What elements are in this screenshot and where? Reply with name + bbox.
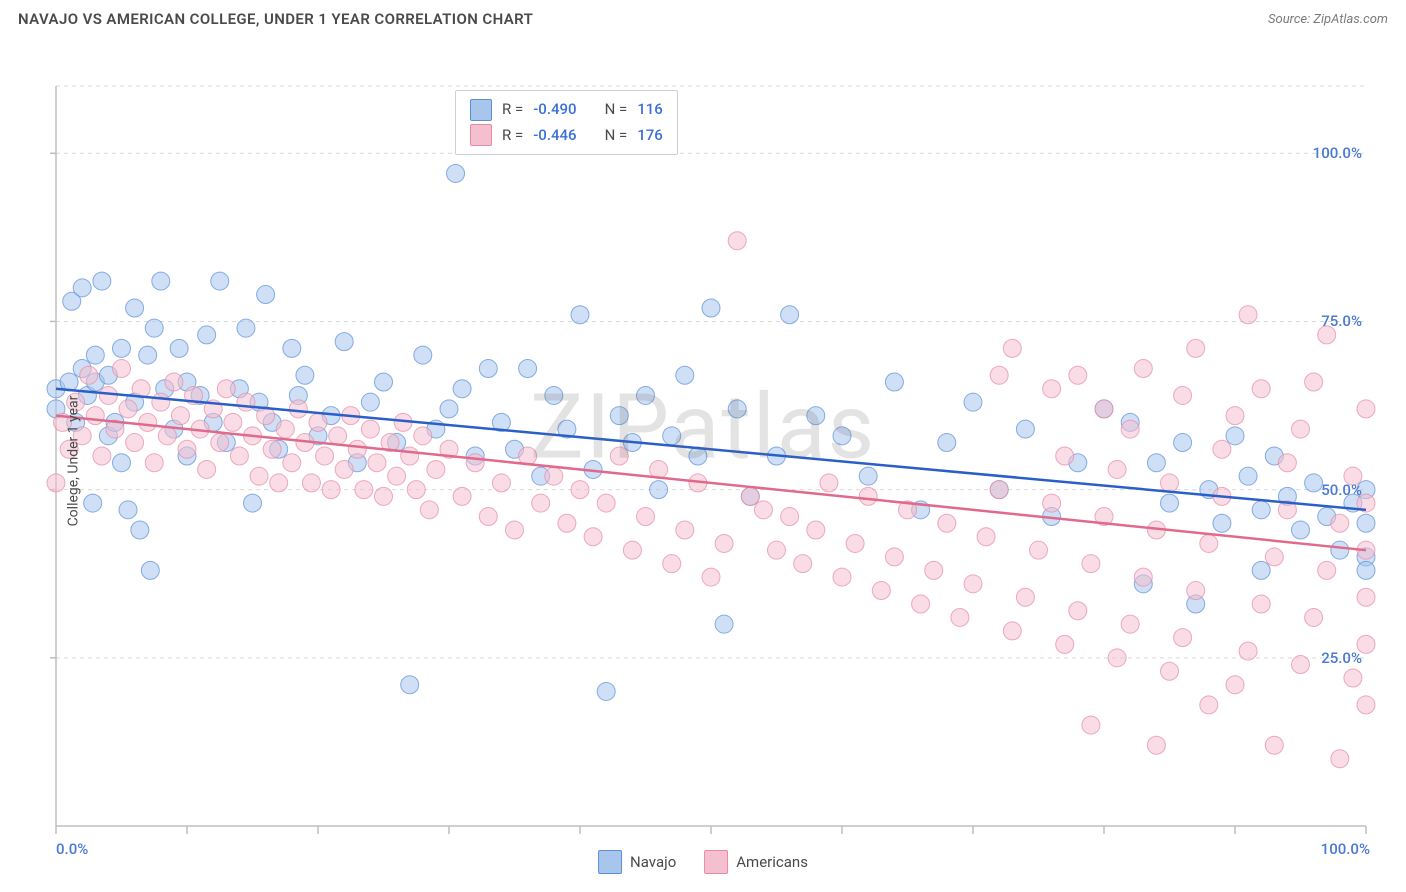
y-tick-label: 100.0% bbox=[1306, 144, 1362, 162]
legend-swatch bbox=[704, 850, 728, 874]
stats-row: R = -0.446 N = 176 bbox=[470, 123, 663, 149]
n-label: N = bbox=[605, 97, 628, 123]
y-tick-label: 50.0% bbox=[1306, 481, 1362, 499]
legend-label: Americans bbox=[736, 853, 808, 871]
r-label: R = bbox=[502, 123, 523, 149]
source-label: Source: ZipAtlas.com bbox=[1268, 12, 1388, 27]
r-value: -0.490 bbox=[533, 97, 576, 123]
n-label: N = bbox=[605, 123, 628, 149]
y-tick-label: 75.0% bbox=[1306, 312, 1362, 330]
legend-swatch bbox=[598, 850, 622, 874]
chart-area: ZIPatlas College, Under 1 year R =-0.490… bbox=[0, 36, 1406, 886]
stats-row: R = -0.490 N = 116 bbox=[470, 97, 663, 123]
scatter-chart bbox=[0, 36, 1406, 856]
r-label: R = bbox=[502, 97, 523, 123]
series-swatch bbox=[470, 124, 492, 146]
x-tick-label: 0.0% bbox=[56, 840, 88, 858]
legend-item: Navajo bbox=[598, 850, 676, 874]
x-tick-label: 100.0% bbox=[1316, 840, 1370, 858]
y-axis-label: College, Under 1 year bbox=[65, 396, 81, 527]
chart-title: NAVAJO VS AMERICAN COLLEGE, UNDER 1 YEAR… bbox=[18, 10, 533, 28]
y-tick-label: 25.0% bbox=[1306, 649, 1362, 667]
stats-box: R = -0.490 N = 116 R = -0.446 N = 176 bbox=[455, 90, 678, 155]
legend-label: Navajo bbox=[630, 853, 676, 871]
legend-item: Americans bbox=[704, 850, 808, 874]
series-swatch bbox=[470, 99, 492, 121]
n-value: 176 bbox=[637, 123, 663, 149]
legend: Navajo Americans bbox=[598, 850, 808, 874]
r-value: -0.446 bbox=[533, 123, 576, 149]
n-value: 116 bbox=[637, 97, 663, 123]
